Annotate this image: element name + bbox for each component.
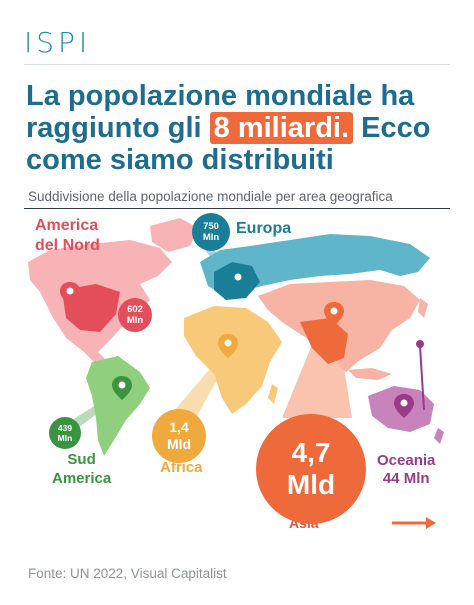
label-oceania: Oceania 44 Mln xyxy=(377,452,435,488)
location-pin-icon xyxy=(228,268,248,292)
japan-shape xyxy=(418,298,428,318)
label-north-america-line1: America xyxy=(35,217,99,234)
africa-shape xyxy=(184,306,282,414)
label-south-america-line1: Sud xyxy=(67,451,96,468)
label-south-america-line2: America xyxy=(52,470,112,487)
ispi-logo: ISPI xyxy=(24,26,92,59)
subtitle: Suddivisione della popolazione mondiale … xyxy=(28,189,393,204)
label-oceania-name: Oceania xyxy=(377,452,436,469)
south-america-value-bubble: 439 Mln xyxy=(49,417,81,449)
africa-value-bubble: 1,4 Mld xyxy=(152,409,206,463)
title-part2: Ecco come siamo distribuiti xyxy=(26,112,431,176)
location-pin-icon xyxy=(324,302,344,326)
label-north-america-line2: del Nord xyxy=(35,237,100,254)
madagascar-shape xyxy=(268,384,278,404)
europe-value-bubble: 750 Mln xyxy=(192,213,230,251)
indonesia-shape xyxy=(348,368,392,380)
north-america-unit: Mln xyxy=(126,315,144,326)
arrow-right-icon xyxy=(392,517,436,529)
oceania-marker-line xyxy=(419,345,425,411)
label-europe: Europa xyxy=(236,220,292,237)
subtitle-divider xyxy=(24,208,450,209)
africa-value: 1,4 xyxy=(169,419,189,435)
title-highlight: 8 miliardi. xyxy=(209,112,354,144)
asia-value: 4,7 xyxy=(291,437,331,468)
label-oceania-value: 44 Mln xyxy=(382,470,430,487)
page-title: La popolazione mondiale ha raggiunto gli… xyxy=(26,80,456,176)
label-north-america: America del Nord xyxy=(35,216,100,256)
asia-south-shape xyxy=(300,318,348,364)
south-america-unit: Mln xyxy=(57,433,73,443)
africa-unit: Mld xyxy=(166,436,192,452)
north-america-value-bubble: 602 Mln xyxy=(118,298,152,332)
location-pin-icon xyxy=(394,394,414,418)
oceania-marker-dot xyxy=(416,340,424,348)
asia-unit: Mld xyxy=(286,469,336,500)
south-america-value: 439 xyxy=(57,423,73,433)
source-note: Fonte: UN 2022, Visual Capitalist xyxy=(28,566,227,581)
world-map xyxy=(28,218,444,529)
location-pin-icon xyxy=(218,334,238,358)
south-america-shape xyxy=(86,356,150,456)
europe-unit: Mln xyxy=(202,232,220,243)
north-america-value: 602 xyxy=(127,304,143,315)
label-africa: Africa xyxy=(160,459,203,476)
top-divider xyxy=(24,64,450,65)
label-south-america: Sud America xyxy=(52,450,111,488)
title-part1: La popolazione mondiale ha raggiunto gli xyxy=(26,80,415,144)
europe-value: 750 xyxy=(203,221,219,232)
location-pin-icon xyxy=(112,376,132,400)
new-zealand-shape xyxy=(434,428,444,444)
asia-value-bubble: 4,7 Mld xyxy=(256,414,366,524)
location-pin-icon xyxy=(60,282,80,306)
greenland-shape xyxy=(150,218,198,252)
